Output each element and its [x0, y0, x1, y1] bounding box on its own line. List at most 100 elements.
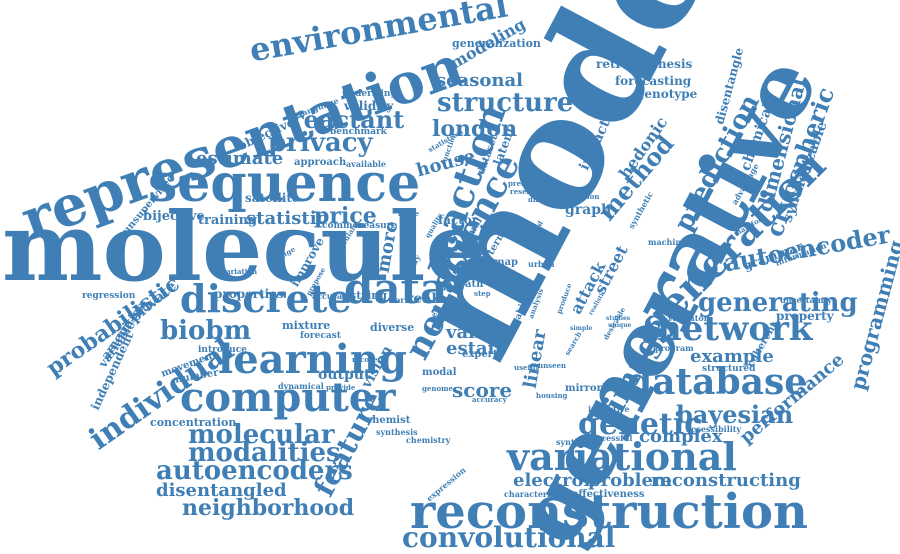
word-unique: unique: [608, 322, 632, 329]
word-unseen: unseen: [538, 361, 567, 370]
word-step: step: [474, 289, 491, 298]
word-properties: properties: [214, 287, 284, 301]
word-synthesis: synthesis: [376, 427, 418, 437]
word-database: database: [627, 361, 808, 403]
word-structure: structure: [437, 88, 574, 118]
word-bayesian: bayesian: [676, 400, 794, 429]
word-provide: provide: [326, 383, 356, 392]
word-bijective: bijective: [143, 209, 205, 224]
word-urban: urban: [528, 259, 555, 269]
word-problem: problem: [588, 470, 672, 491]
word-generating: generating: [698, 288, 858, 318]
word-accurate: accurate: [312, 291, 351, 301]
word-neighborhood: neighborhood: [182, 495, 355, 521]
word-introduce: introduce: [198, 345, 247, 355]
word-generalization: generalization: [452, 37, 541, 50]
word-discrete: discrete: [180, 276, 352, 321]
word-seasonal: seasonal: [436, 70, 523, 91]
word-machine: machine: [648, 237, 687, 247]
word-score: score: [452, 378, 513, 402]
word-different: different: [528, 195, 563, 204]
word-forecasting: forecasting: [615, 74, 692, 88]
word-recover: recover: [352, 355, 382, 364]
word-criterion: criterion: [565, 192, 600, 201]
word-structured: structured: [702, 364, 756, 374]
word-computer: computer: [180, 374, 396, 421]
word-biobm: biobm: [160, 316, 252, 346]
word-example: example: [690, 346, 774, 367]
word-london: london: [432, 116, 518, 142]
word-mirroring: mirroring: [565, 383, 620, 394]
word-measure: measure: [354, 221, 398, 231]
word-uncertainty: uncertainty: [780, 295, 832, 305]
word-predict: predict: [508, 179, 537, 188]
word-privacy: privacy: [268, 128, 373, 158]
word-program: program: [655, 343, 694, 353]
word-expert: expert: [462, 349, 498, 360]
word-simple: simple: [570, 325, 593, 332]
word-molecule: molecule: [2, 192, 486, 303]
word-autoencoders: autoencoders: [156, 456, 353, 486]
word-variational: variational: [507, 434, 737, 479]
word-valid: valid: [446, 322, 495, 343]
word-data: data: [344, 264, 448, 313]
word-modalities: modalities: [188, 438, 341, 468]
word-regression: regression: [82, 291, 136, 301]
word-housing: housing: [536, 391, 568, 400]
word-reactant: reactant: [291, 105, 405, 134]
word-diverse: diverse: [370, 321, 415, 334]
word-electron: electron: [513, 470, 597, 491]
word-available: available: [346, 159, 386, 169]
word-reconstructing: reconstructing: [651, 470, 801, 491]
word-graph: graph: [565, 202, 612, 218]
word-allow: allow: [484, 223, 508, 233]
word-retrosynthesis: retrosynthesis: [596, 57, 693, 71]
word-route: route: [398, 209, 420, 218]
word-accuracy: accuracy: [472, 395, 507, 404]
word-useful: useful: [514, 363, 539, 372]
word-accessibility: accessibility: [686, 424, 742, 434]
word-variation: variation: [222, 267, 258, 276]
word-inductive: inductive: [588, 404, 630, 414]
word-statistic: statistic: [246, 208, 328, 229]
word-factor: factor: [438, 213, 479, 227]
word-common: common: [322, 221, 366, 231]
word-synthesize: synthesize: [556, 437, 603, 447]
word-concentration: concentration: [150, 416, 237, 429]
word-benchmark: benchmark: [330, 127, 387, 137]
word-research: research: [510, 187, 545, 196]
word-chemist: chemist: [366, 415, 411, 426]
word-genetic: genetic: [578, 407, 703, 442]
word-map: map: [494, 257, 519, 268]
word-network: network: [657, 309, 813, 349]
word-price: price: [314, 203, 377, 229]
word-genome: genome: [422, 384, 453, 393]
word-output: output: [318, 367, 371, 383]
word-path: path: [458, 279, 484, 290]
word-validity: validity: [344, 99, 394, 113]
word-studies: studies: [606, 315, 631, 322]
word-disentangled: disentangled: [156, 480, 287, 501]
word-dynamical: dynamical: [278, 381, 324, 391]
word-estate: estate: [446, 338, 508, 359]
word-real: real: [406, 291, 437, 307]
word-characterize: characterize: [504, 489, 560, 499]
word-satellite: satellite: [245, 191, 300, 205]
word-underlying: underlying: [342, 89, 397, 99]
word-sequence: sequence: [148, 153, 421, 214]
word-risk: risk: [456, 261, 487, 277]
word-modal: modal: [422, 367, 457, 378]
word-molecular: molecular: [188, 420, 335, 450]
word-training: training: [198, 213, 258, 228]
word-genotype: genotype: [636, 87, 698, 101]
word-work: work: [388, 295, 410, 305]
word-complex: complex: [639, 426, 723, 447]
word-property: property: [776, 309, 834, 323]
word-estimate: estimate: [196, 148, 284, 169]
word-learning: learning: [218, 336, 407, 383]
word-reconstruction: reconstruction: [410, 484, 808, 540]
word-approach: approach: [294, 157, 347, 168]
word-forecast: forecast: [300, 331, 341, 341]
word-successful: successful: [586, 433, 633, 443]
